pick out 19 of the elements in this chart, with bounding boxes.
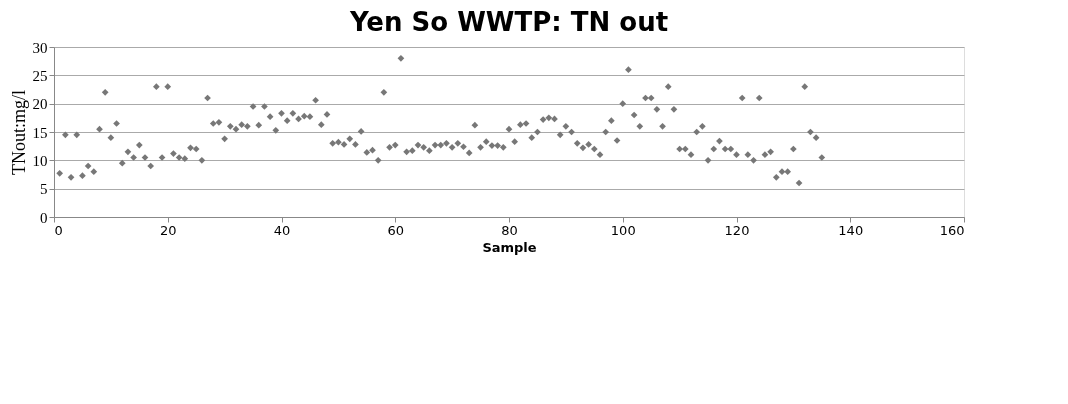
y-tick-label: 30 xyxy=(32,39,48,56)
x-tick-label: 100 xyxy=(610,222,636,238)
y-tick-label: 10 xyxy=(32,152,48,169)
x-tick-label: 140 xyxy=(838,222,864,238)
y-tick-label: 20 xyxy=(32,96,48,113)
x-tick-label: 80 xyxy=(501,222,518,238)
y-tick-label: 15 xyxy=(32,124,48,141)
x-tick-label: 60 xyxy=(387,222,405,238)
x-tick-label: 120 xyxy=(724,222,750,238)
y-tick-label: 0 xyxy=(40,209,48,226)
x-tick-label: 40 xyxy=(273,222,291,238)
x-tick-label: 20 xyxy=(159,222,177,238)
x-tick-label: 0 xyxy=(54,222,63,238)
x-axis-title: Sample xyxy=(482,239,537,255)
y-tick-label: 5 xyxy=(40,181,48,198)
y-axis-title: TNout:mg/l xyxy=(8,90,29,175)
y-tick-label: 25 xyxy=(32,67,48,84)
x-tick-label: 160 xyxy=(939,222,965,238)
chart-title: Yen So WWTP: TN out xyxy=(348,7,669,37)
